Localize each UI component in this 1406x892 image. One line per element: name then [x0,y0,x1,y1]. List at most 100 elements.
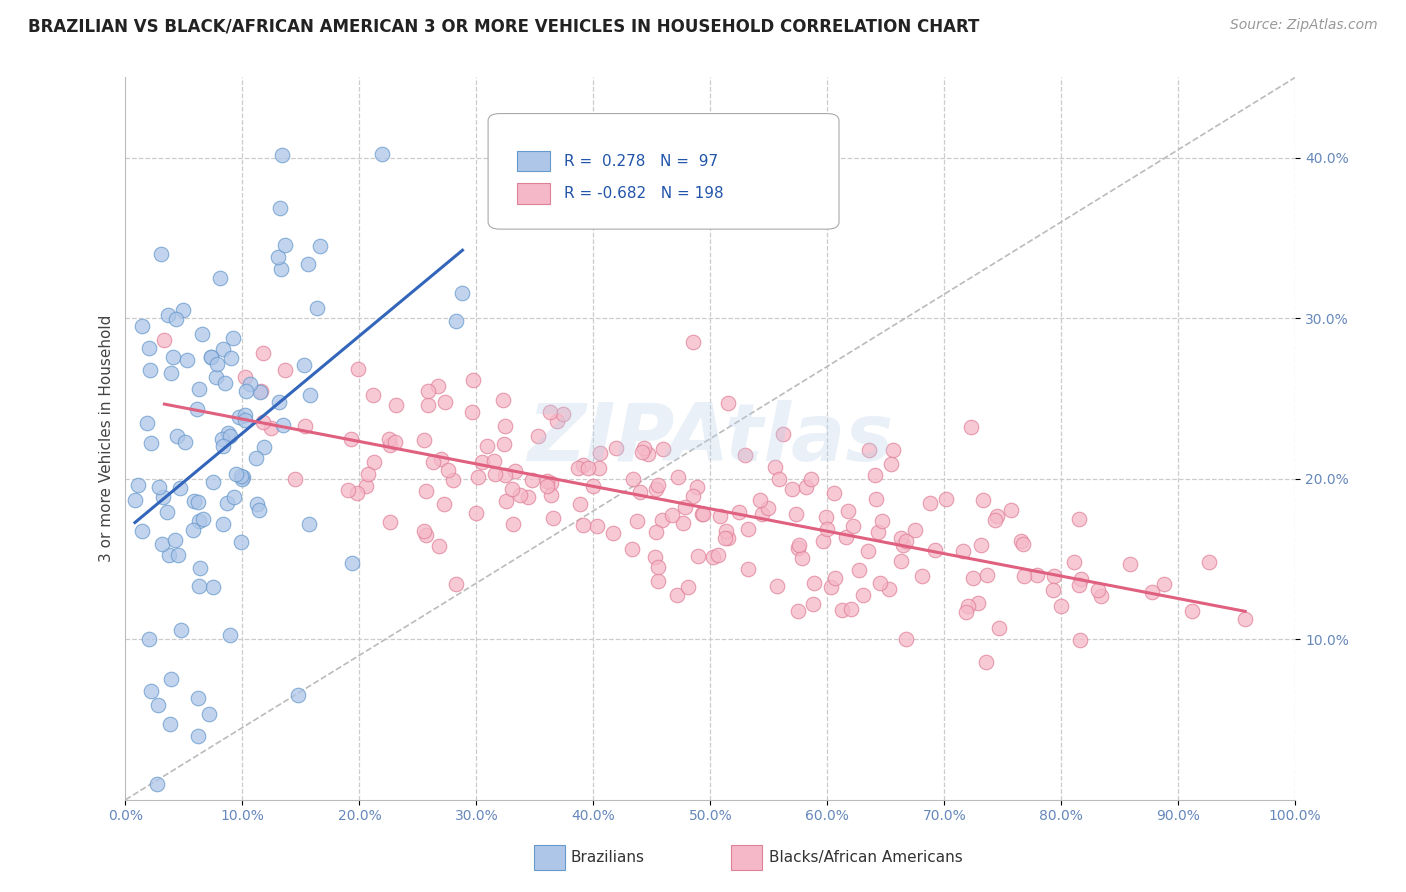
Point [1043,568,1066,582]
Point [1063,555,1085,569]
Point [974,655,997,669]
Point [814,510,837,524]
Point [163,533,186,548]
Point [471,454,494,468]
Point [785,507,807,521]
Point [346,486,368,500]
Point [233,370,256,384]
Point [651,513,673,527]
Point [682,489,704,503]
Point [1025,568,1047,582]
Point [292,358,315,372]
Point [582,479,605,493]
Point [957,599,980,614]
Point [149,246,172,260]
Point [682,334,704,349]
Point [252,346,274,360]
Point [273,237,295,252]
Point [141,683,163,698]
Point [792,551,814,566]
Text: ZIPAtlas: ZIPAtlas [527,400,893,477]
Point [148,480,170,494]
Point [233,409,256,423]
Point [181,523,204,537]
FancyBboxPatch shape [517,184,550,203]
Point [495,494,517,508]
Point [796,480,818,494]
Point [138,342,160,356]
Point [422,455,444,469]
Point [146,698,169,713]
Point [972,492,994,507]
Point [502,517,524,532]
Point [141,435,163,450]
Point [145,777,167,791]
Point [188,382,211,396]
Point [727,505,749,519]
Point [692,507,714,521]
Point [647,574,669,588]
Point [271,417,294,432]
Point [509,488,531,502]
Point [737,522,759,536]
Point [911,568,934,582]
Point [187,691,209,706]
Point [363,455,385,469]
Point [246,497,269,511]
Point [200,350,222,364]
Point [976,568,998,582]
Point [546,414,568,428]
Point [157,548,180,562]
Point [630,445,652,459]
Point [157,308,180,322]
Point [169,623,191,637]
Point [160,672,183,686]
Point [734,448,756,462]
Point [768,472,790,486]
Point [765,579,787,593]
Point [191,327,214,342]
Point [239,377,262,392]
Point [1090,589,1112,603]
Point [228,409,250,424]
Point [482,454,505,468]
Point [647,559,669,574]
Text: Source: ZipAtlas.com: Source: ZipAtlas.com [1230,18,1378,32]
Point [605,442,627,456]
Point [138,632,160,647]
Point [202,475,225,489]
Point [538,405,561,419]
Point [131,318,153,333]
Point [267,394,290,409]
Point [136,416,159,430]
Point [162,350,184,364]
Point [503,465,526,479]
Point [188,560,211,574]
Point [924,542,946,557]
Point [707,548,730,562]
Point [198,707,221,722]
Point [225,467,247,481]
Point [589,446,612,460]
Text: Brazilians: Brazilians [571,850,645,864]
Point [357,467,380,482]
Point [494,419,516,434]
Point [572,518,595,533]
Point [294,419,316,434]
Point [645,524,668,539]
Point [492,437,515,451]
Point [894,632,917,646]
Point [287,688,309,702]
Point [283,473,305,487]
Point [692,507,714,521]
Point [444,314,467,328]
Point [270,262,292,277]
Point [786,604,808,618]
Point [416,384,439,398]
Point [540,488,562,502]
Point [1012,568,1035,582]
Point [620,542,643,557]
Point [461,405,484,419]
Point [208,271,231,285]
Point [298,388,321,402]
